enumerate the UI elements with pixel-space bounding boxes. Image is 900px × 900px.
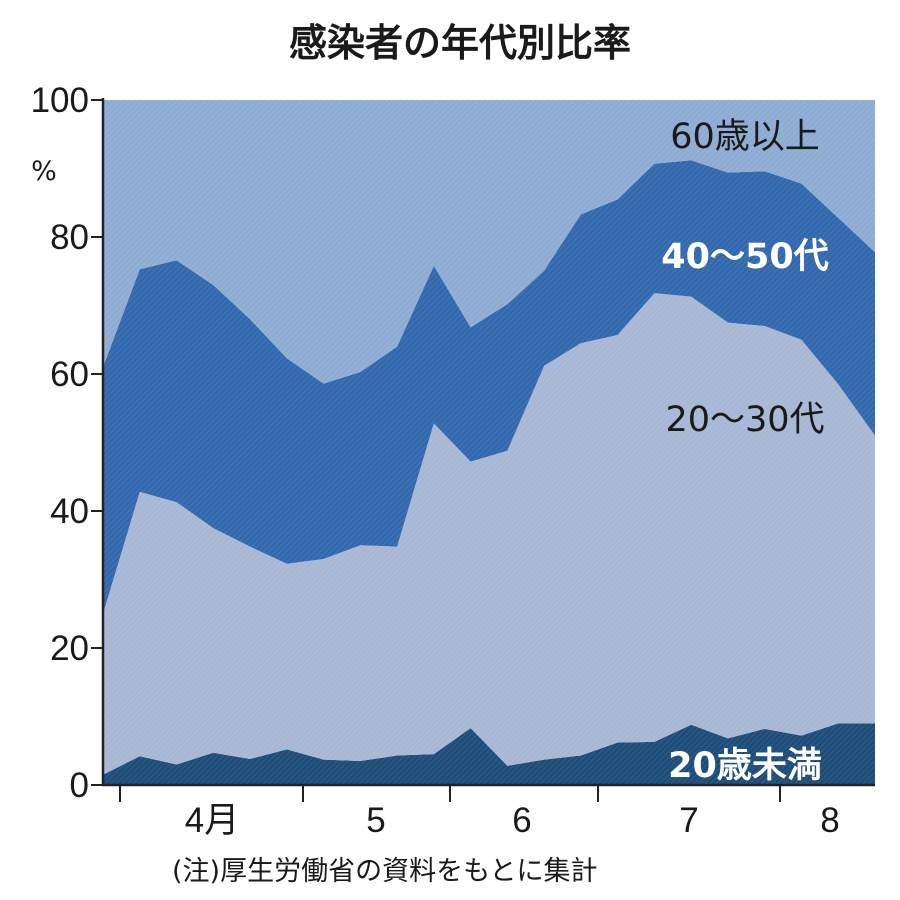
x-tick-label: 7 xyxy=(679,801,698,840)
y-tick-label: 0 xyxy=(70,766,89,805)
hatch-age-60-plus xyxy=(103,100,875,384)
y-tick-label: 80 xyxy=(50,218,89,257)
chart-title: 感染者の年代別比率 xyxy=(289,21,631,65)
series-label: 40〜50代 xyxy=(661,237,828,277)
y-tick-label: 60 xyxy=(50,355,89,394)
x-tick-label: 6 xyxy=(512,801,531,840)
hatch-overlay xyxy=(103,100,875,785)
hatch-under-20 xyxy=(103,723,875,785)
y-tick-label: 20 xyxy=(50,629,89,668)
hatch-age-40-50s xyxy=(103,160,875,614)
x-tick-label: 5 xyxy=(366,801,385,840)
hatch-age-20-30s xyxy=(103,293,875,775)
y-tick-label: 40 xyxy=(50,492,89,531)
series-labels: 60歳以上 20〜30代 40〜50代 20歳未満 xyxy=(661,117,828,786)
series-label: 20〜30代 xyxy=(665,400,824,440)
source-note: (注)厚生労働省の資料をもとに集計 xyxy=(172,856,598,887)
x-tick-label: 4月 xyxy=(185,801,239,840)
series-label: 20歳未満 xyxy=(668,746,822,786)
axes xyxy=(91,98,875,802)
x-tick-label: 8 xyxy=(820,801,839,840)
y-tick-labels: 0 20 40 60 80 100 xyxy=(31,81,89,805)
x-tick-labels: 4月 5 6 7 8 xyxy=(185,801,840,840)
series-label: 60歳以上 xyxy=(670,117,820,157)
y-unit-label: % xyxy=(31,156,57,187)
y-tick-label: 100 xyxy=(31,81,89,120)
